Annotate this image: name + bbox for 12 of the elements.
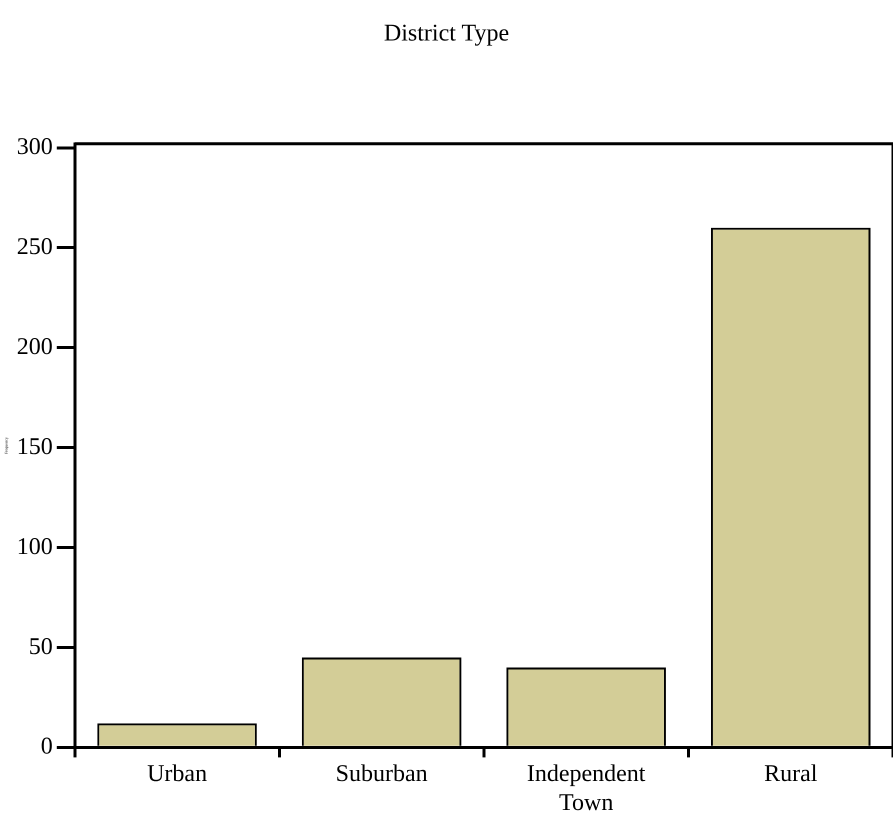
y-tick-label: 300 [16, 134, 53, 160]
y-tick-label: 250 [16, 234, 53, 260]
x-tick-label: Suburban [336, 761, 428, 788]
y-tick-label: 200 [16, 334, 53, 360]
x-tick-label: Rural [764, 761, 818, 788]
y-tick-label: 100 [16, 534, 53, 560]
chart-title: District Type [384, 20, 510, 47]
x-tick-label: Independent Town [526, 761, 646, 816]
y-tick-label: 150 [16, 434, 53, 460]
y-tick-label: 50 [28, 634, 53, 660]
x-tick-label: Urban [147, 761, 208, 788]
y-tick-label: 0 [40, 734, 53, 760]
